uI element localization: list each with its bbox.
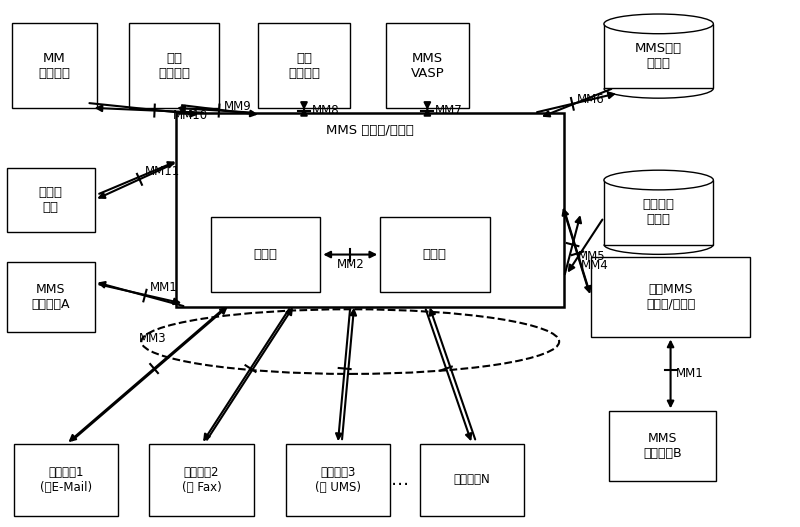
Bar [380,217,490,292]
Text: MM6: MM6 [578,93,605,106]
Text: MM1: MM1 [150,281,178,294]
Bar [176,113,564,307]
Text: MMS
用户代理A: MMS 用户代理A [32,283,70,311]
Ellipse shape [604,170,714,190]
Bar [7,262,94,331]
Text: MM
控制功能: MM 控制功能 [38,52,70,80]
Bar [286,444,390,515]
Text: MM7: MM7 [435,104,463,117]
Text: MMS 中继器/服务器: MMS 中继器/服务器 [326,124,414,137]
Text: 码变换
平台: 码变换 平台 [39,186,63,214]
Text: MMS
VASP: MMS VASP [410,52,444,80]
Text: 归属位置
寄存器: 归属位置 寄存器 [642,198,674,226]
Bar [258,23,350,108]
Bar [130,23,219,108]
Bar [211,217,321,292]
Text: MM1: MM1 [675,367,703,380]
Bar [591,257,750,337]
Text: 中继器: 中继器 [254,248,278,261]
Text: MM2: MM2 [336,258,364,271]
Text: MM9: MM9 [224,100,252,113]
Text: …: … [391,471,409,489]
Text: MMS
用户代理B: MMS 用户代理B [643,432,682,460]
Text: MM10: MM10 [173,109,207,122]
Text: 服务器: 服务器 [423,248,447,261]
Text: MM8: MM8 [312,104,339,117]
Text: 后期
处理系统: 后期 处理系统 [288,52,320,80]
Text: MM3: MM3 [138,332,166,345]
Text: MM4: MM4 [581,259,608,272]
Text: 外服务器N: 外服务器N [454,473,490,486]
Bar [604,24,714,89]
Text: 外埠MMS
中继器/服务器: 外埠MMS 中继器/服务器 [646,283,695,311]
Bar [12,23,97,108]
Bar [420,444,524,515]
Bar [609,411,716,481]
Bar [7,168,94,232]
Ellipse shape [604,14,714,34]
Bar [150,444,254,515]
Bar [604,180,714,245]
Text: MM11: MM11 [145,165,180,178]
Text: MM5: MM5 [578,250,605,263]
Bar [14,444,118,515]
Text: 外服务器3
(如 UMS): 外服务器3 (如 UMS) [315,466,361,494]
Text: 外服务器1
(如E-Mail): 外服务器1 (如E-Mail) [40,466,92,494]
Text: 外服务器2
(如 Fax): 外服务器2 (如 Fax) [182,466,222,494]
Text: 在线
计费系统: 在线 计费系统 [158,52,190,80]
Text: MMS用户
数据库: MMS用户 数据库 [635,42,682,70]
Bar [386,23,469,108]
